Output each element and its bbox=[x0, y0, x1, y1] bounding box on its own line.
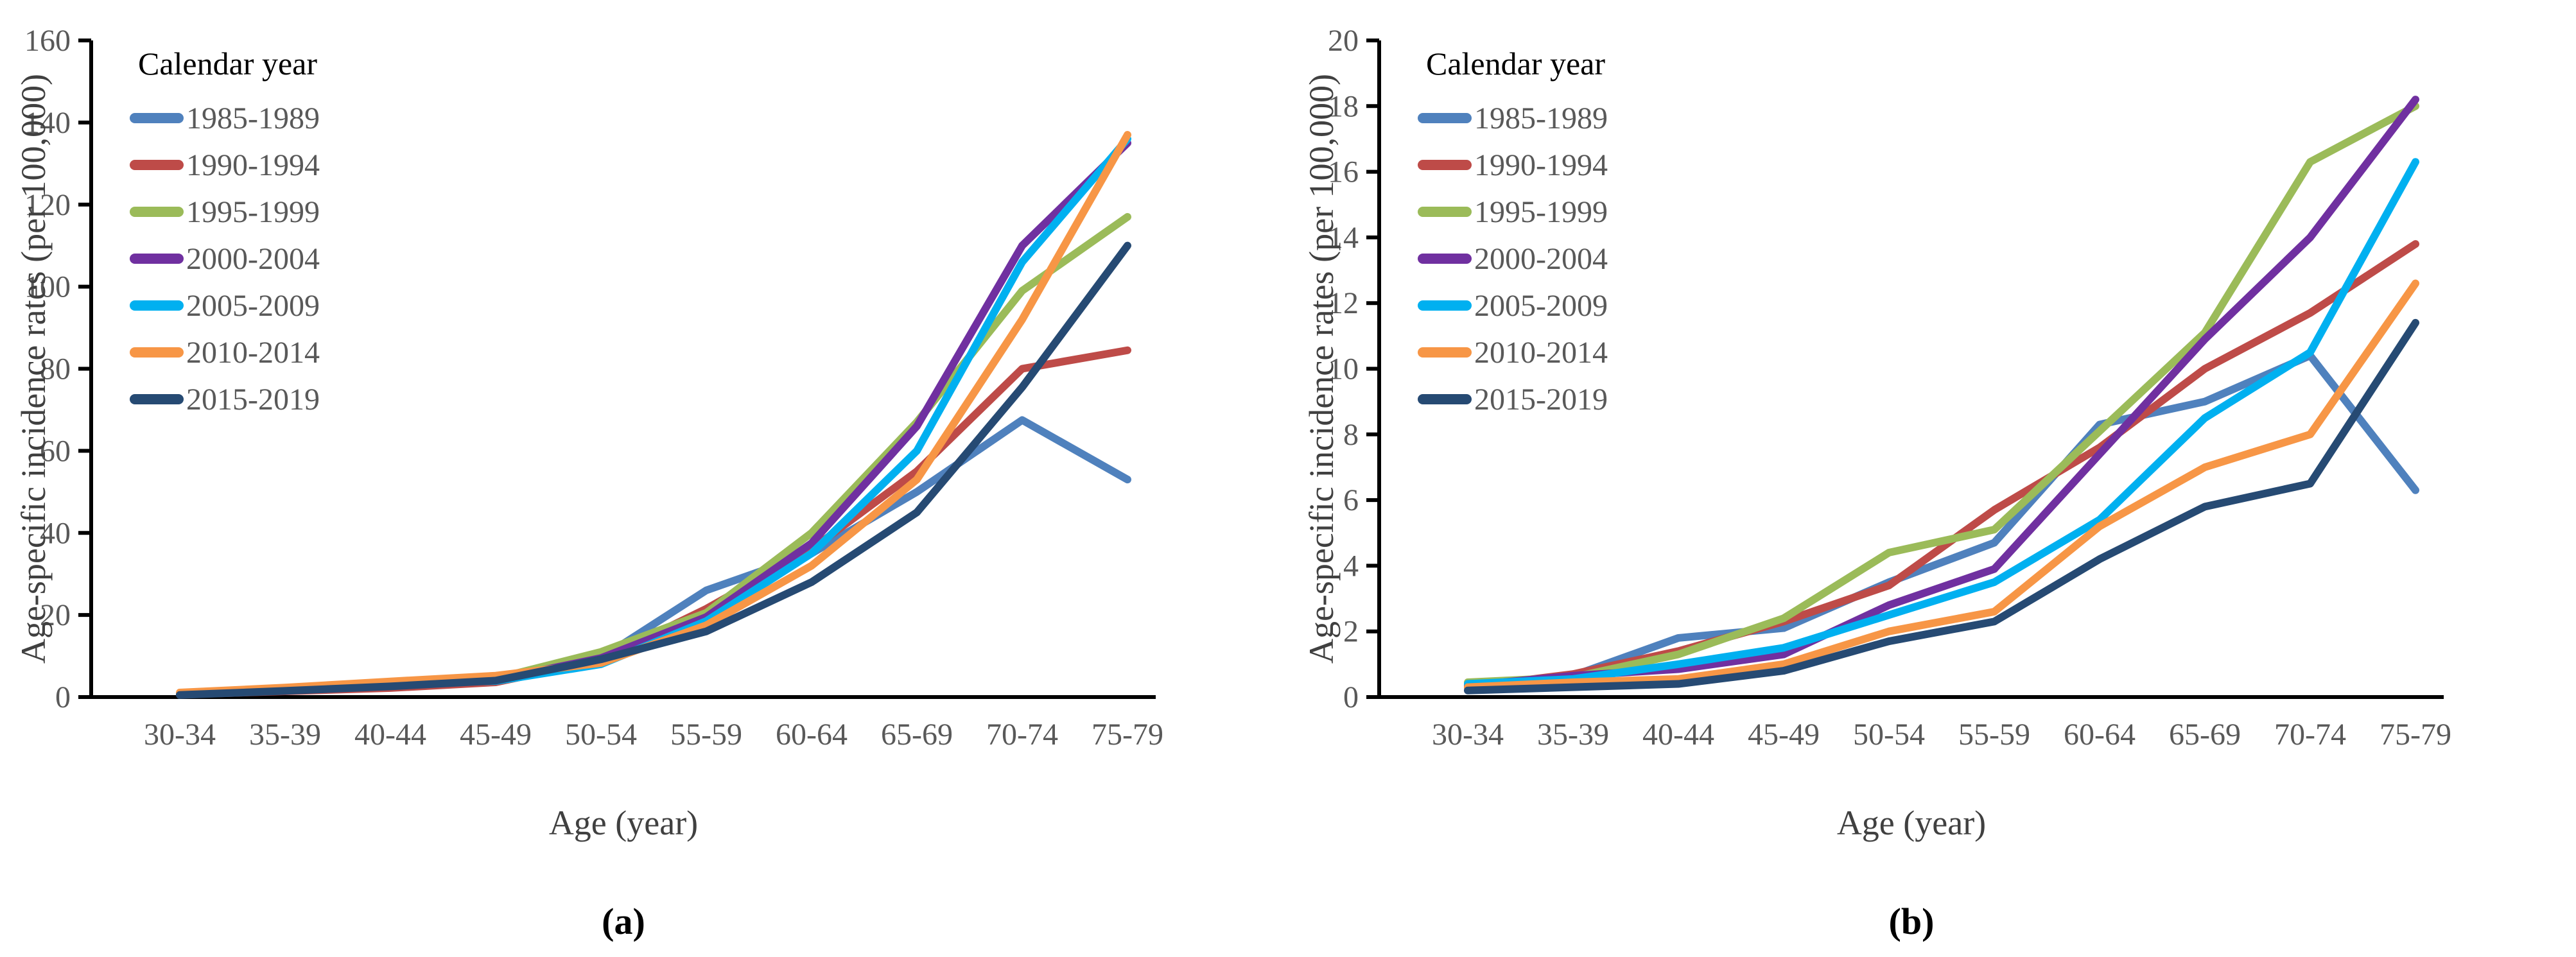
y-tick-label: 120 bbox=[24, 188, 71, 222]
x-tick-label: 45-49 bbox=[1748, 718, 1820, 752]
chart-caption: (a) bbox=[602, 901, 645, 942]
series-line-2015-2019 bbox=[176, 241, 1131, 699]
x-tick-label: 40-44 bbox=[354, 718, 426, 752]
x-tick-label: 30-34 bbox=[1432, 718, 1504, 752]
x-tick-label: 40-44 bbox=[1642, 718, 1714, 752]
y-tick-label: 80 bbox=[40, 352, 71, 386]
series-line-2010-2014 bbox=[1464, 279, 2419, 691]
series-line-2000-2004 bbox=[176, 139, 1131, 698]
x-axis-title: Age (year) bbox=[1837, 804, 1986, 842]
y-axis-title: Age-specific incidence rates (per 100,00… bbox=[1302, 74, 1341, 664]
legend-title: Calendar year bbox=[1426, 46, 1605, 82]
y-tick-label: 2 bbox=[1343, 615, 1359, 649]
legend-label-2010-2014: 2010-2014 bbox=[186, 336, 320, 370]
series-line-2005-2009 bbox=[176, 135, 1131, 698]
chart-b: 0 2 4 6 8 10 12 14 16 18 20 30-34 35-39 40-44 45-49 50-… bbox=[1288, 0, 2576, 957]
y-tick-label: 12 bbox=[1328, 286, 1359, 320]
x-tick-label: 65-69 bbox=[881, 718, 953, 752]
y-tick-label: 100 bbox=[24, 270, 71, 304]
y-tick-label: 0 bbox=[1343, 680, 1359, 714]
x-tick-label: 55-59 bbox=[670, 718, 742, 752]
legend-label-2000-2004: 2000-2004 bbox=[1474, 242, 1608, 276]
legend-label-1985-1989: 1985-1989 bbox=[186, 101, 320, 135]
x-tick-label: 50-54 bbox=[565, 718, 637, 752]
y-tick-label: 18 bbox=[1328, 89, 1359, 123]
legend-label-2000-2004: 2000-2004 bbox=[186, 242, 320, 276]
x-tick-label: 60-64 bbox=[776, 718, 848, 752]
legend-label-1995-1999: 1995-1999 bbox=[1474, 195, 1608, 229]
y-tick-label: 6 bbox=[1343, 483, 1359, 517]
y-tick-label: 20 bbox=[1328, 24, 1359, 58]
x-tick-label: 65-69 bbox=[2169, 718, 2241, 752]
series-line-2005-2009 bbox=[1464, 158, 2419, 688]
y-tick-label: 0 bbox=[55, 680, 71, 714]
legend-label-1990-1994: 1990-1994 bbox=[186, 148, 320, 182]
y-tick-label: 4 bbox=[1343, 549, 1359, 583]
series-line-1985-1989 bbox=[176, 416, 1131, 699]
y-tick-label: 60 bbox=[40, 434, 71, 468]
legend-label-1995-1999: 1995-1999 bbox=[186, 195, 320, 229]
series-line-1995-1999 bbox=[1464, 102, 2419, 686]
y-tick-label: 140 bbox=[24, 106, 71, 140]
y-tick-label: 160 bbox=[24, 24, 71, 58]
x-tick-label: 30-34 bbox=[144, 718, 216, 752]
legend-label-1990-1994: 1990-1994 bbox=[1474, 148, 1608, 182]
y-tick-label: 20 bbox=[40, 598, 71, 632]
x-tick-label: 50-54 bbox=[1853, 718, 1925, 752]
x-tick-label: 75-79 bbox=[1092, 718, 1163, 752]
y-tick-label: 40 bbox=[40, 516, 71, 550]
x-tick-label: 35-39 bbox=[249, 718, 321, 752]
legend-label-2010-2014: 2010-2014 bbox=[1474, 336, 1608, 370]
chart-caption: (b) bbox=[1889, 901, 1935, 942]
x-tick-label: 70-74 bbox=[2274, 718, 2346, 752]
y-tick-label: 8 bbox=[1343, 418, 1359, 452]
legend-title: Calendar year bbox=[138, 46, 317, 82]
x-tick-label: 55-59 bbox=[1958, 718, 2030, 752]
legend-label-2005-2009: 2005-2009 bbox=[1474, 289, 1608, 323]
y-tick-label: 14 bbox=[1328, 221, 1359, 255]
x-tick-label: 35-39 bbox=[1537, 718, 1609, 752]
y-axis-title: Age-specific incidence rates (per 100,00… bbox=[14, 74, 53, 664]
chart-b-svg: 0 2 4 6 8 10 12 14 16 18 20 30-34 35-39 40-44 45-49 50-… bbox=[1302, 24, 2451, 942]
series-line-2010-2014 bbox=[176, 131, 1131, 696]
chart-a: 0 20 40 60 80 100 120 140 160 30-34 35-39 40-44 45-4… bbox=[14, 24, 1163, 942]
x-tick-label: 60-64 bbox=[2064, 718, 2136, 752]
legend-label-2015-2019: 2015-2019 bbox=[1474, 383, 1608, 417]
legend-label-2005-2009: 2005-2009 bbox=[186, 289, 320, 323]
x-tick-label: 45-49 bbox=[460, 718, 532, 752]
series-line-1985-1989 bbox=[1464, 352, 2419, 691]
series-line-2015-2019 bbox=[1464, 318, 2419, 694]
y-tick-label: 16 bbox=[1328, 155, 1359, 189]
legend-label-1985-1989: 1985-1989 bbox=[1474, 101, 1608, 135]
legend-label-2015-2019: 2015-2019 bbox=[186, 383, 320, 417]
chart-a-svg: 0 20 40 60 80 100 120 140 160 30-34 35-39 40-44 45-4… bbox=[14, 24, 1163, 942]
y-tick-label: 10 bbox=[1328, 352, 1359, 386]
x-axis-title: Age (year) bbox=[549, 804, 698, 842]
x-tick-label: 75-79 bbox=[2380, 718, 2451, 752]
x-tick-label: 70-74 bbox=[986, 718, 1058, 752]
